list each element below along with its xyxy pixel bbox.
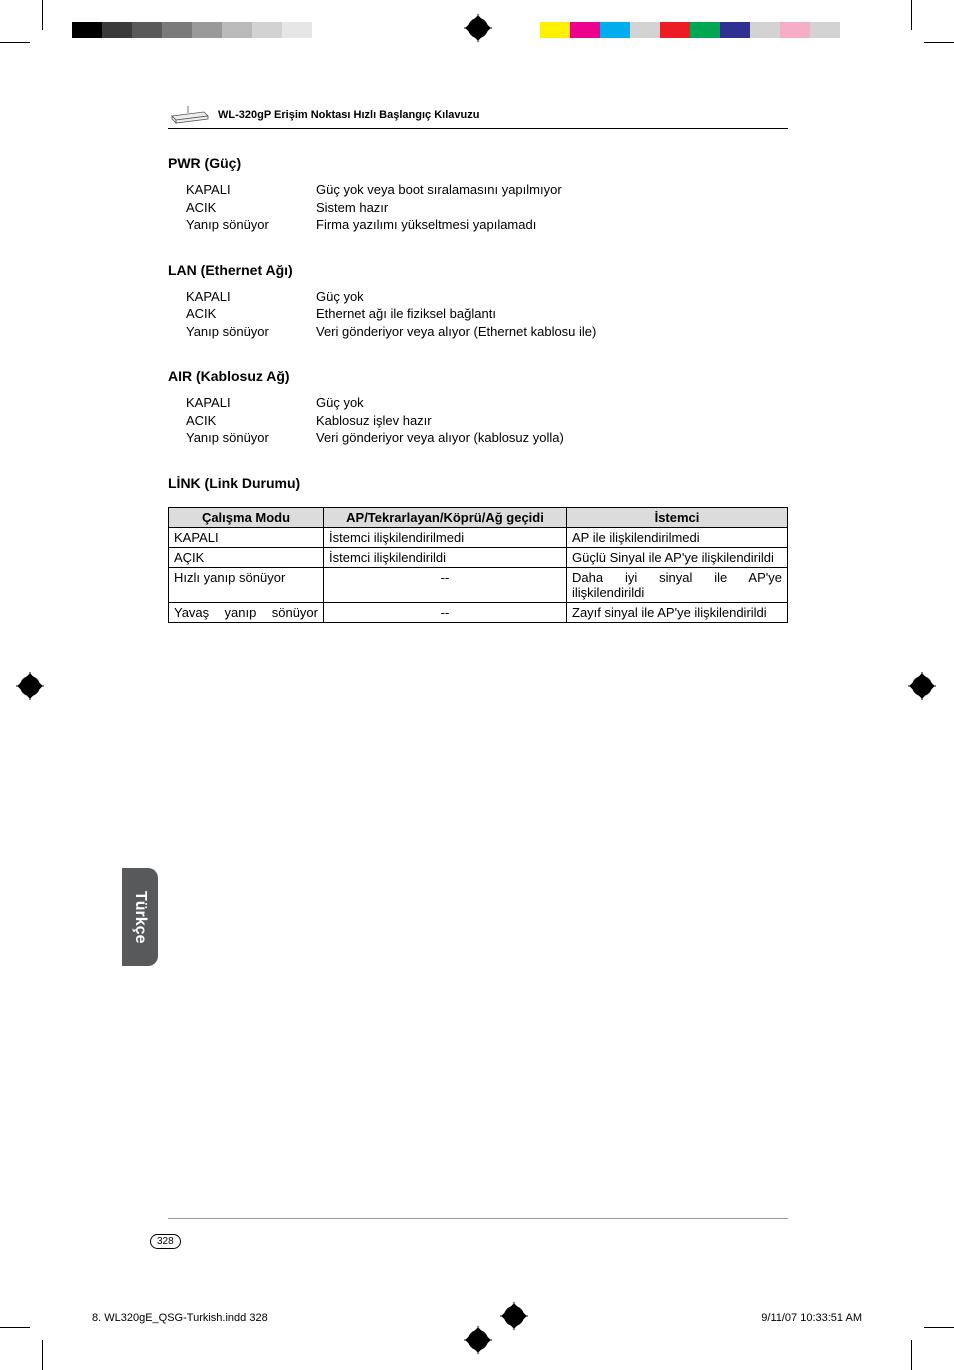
- link-r0c0: KAPALI: [169, 527, 324, 547]
- table-row: Yavaş yanıp sönüyor -- Zayıf sinyal ile …: [169, 602, 788, 622]
- link-table: Çalışma Modu AP/Tekrarlayan/Köprü/Ağ geç…: [168, 507, 788, 623]
- pwr-v1: Sistem hazır: [316, 199, 788, 217]
- air-block: KAPALIGüç yok ACIKKablosuz işlev hazır Y…: [186, 394, 788, 447]
- air-v2: Veri gönderiyor veya alıyor (kablosuz yo…: [316, 429, 788, 447]
- color-swatch: [810, 22, 840, 38]
- table-row: AÇIK İstemci ilişkilendirildi Güçlü Siny…: [169, 547, 788, 567]
- page-number: 328: [150, 1234, 181, 1249]
- table-row: KAPALI İstemci ilişkilendirilmedi AP ile…: [169, 527, 788, 547]
- link-r3c2: Zayıf sinyal ile AP'ye ilişkilendirildi: [567, 602, 788, 622]
- air-k1: ACIK: [186, 412, 316, 430]
- registration-mark-icon: [468, 1330, 488, 1350]
- color-swatch: [132, 22, 162, 38]
- section-title-link: LİNK (Link Durumu): [168, 475, 788, 491]
- color-swatch: [570, 22, 600, 38]
- color-swatch: [282, 22, 312, 38]
- lan-k1: ACIK: [186, 305, 316, 323]
- pwr-v0: Güç yok veya boot sıralamasını yapılmıyo…: [316, 181, 788, 199]
- air-v1: Kablosuz işlev hazır: [316, 412, 788, 430]
- lan-k0: KAPALI: [186, 288, 316, 306]
- link-th0: Çalışma Modu: [169, 507, 324, 527]
- registration-mark-icon: [504, 1306, 524, 1329]
- pwr-v2: Firma yazılımı yükseltmesi yapılamadı: [316, 216, 788, 234]
- color-swatch: [660, 22, 690, 38]
- color-swatch: [102, 22, 132, 38]
- header-rule: [168, 128, 788, 129]
- lan-k2: Yanıp sönüyor: [186, 323, 316, 341]
- section-title-pwr: PWR (Güç): [168, 155, 788, 171]
- registration-mark-icon: [912, 676, 932, 696]
- color-swatch: [72, 22, 102, 38]
- link-r2c1: --: [324, 567, 567, 602]
- air-k0: KAPALI: [186, 394, 316, 412]
- doc-title: WL-320gP Erişim Noktası Hızlı Başlangıç …: [218, 109, 479, 121]
- imprint-time: 9/11/07 10:33:51 AM: [761, 1312, 862, 1324]
- table-row: Hızlı yanıp sönüyor -- Daha iyi sinyal i…: [169, 567, 788, 602]
- footer-rule: [168, 1218, 788, 1219]
- air-v0: Güç yok: [316, 394, 788, 412]
- color-swatch: [192, 22, 222, 38]
- color-swatch: [252, 22, 282, 38]
- section-title-lan: LAN (Ethernet Ağı): [168, 262, 788, 278]
- link-r0c1: İstemci ilişkilendirilmedi: [324, 527, 567, 547]
- lan-v2: Veri gönderiyor veya alıyor (Ethernet ka…: [316, 323, 788, 341]
- color-swatch: [780, 22, 810, 38]
- air-k2: Yanıp sönüyor: [186, 429, 316, 447]
- color-swatch: [690, 22, 720, 38]
- link-r1c0: AÇIK: [169, 547, 324, 567]
- lan-v1: Ethernet ağı ile fiziksel bağlantı: [316, 305, 788, 323]
- color-swatch: [162, 22, 192, 38]
- imprint-file: 8. WL320gE_QSG-Turkish.indd 328: [92, 1312, 268, 1324]
- pwr-block: KAPALIGüç yok veya boot sıralamasını yap…: [186, 181, 788, 234]
- color-swatch: [312, 22, 342, 38]
- section-title-air: AIR (Kablosuz Ağ): [168, 368, 788, 384]
- link-r1c1: İstemci ilişkilendirildi: [324, 547, 567, 567]
- color-swatch: [540, 22, 570, 38]
- color-swatch: [750, 22, 780, 38]
- color-swatch: [600, 22, 630, 38]
- language-tab: Türkçe: [122, 868, 158, 966]
- link-r2c0: Hızlı yanıp sönüyor: [169, 567, 324, 602]
- link-th2: İstemci: [567, 507, 788, 527]
- color-swatch: [630, 22, 660, 38]
- color-swatch: [342, 22, 372, 38]
- pwr-k0: KAPALI: [186, 181, 316, 199]
- link-r2c2: Daha iyi sinyal ile AP'ye ilişkilendiril…: [567, 567, 788, 602]
- link-r3c0: Yavaş yanıp sönüyor: [169, 602, 324, 622]
- pwr-k2: Yanıp sönüyor: [186, 216, 316, 234]
- colorbar-right: [540, 22, 840, 38]
- link-r3c1: --: [324, 602, 567, 622]
- router-icon: [168, 106, 210, 124]
- registration-mark-icon: [20, 676, 40, 696]
- lan-v0: Güç yok: [316, 288, 788, 306]
- pwr-k1: ACIK: [186, 199, 316, 217]
- lan-block: KAPALIGüç yok ACIKEthernet ağı ile fizik…: [186, 288, 788, 341]
- link-r0c2: AP ile ilişkilendirilmedi: [567, 527, 788, 547]
- link-th1: AP/Tekrarlayan/Köprü/Ağ geçidi: [324, 507, 567, 527]
- color-swatch: [222, 22, 252, 38]
- link-r1c2: Güçlü Sinyal ile AP'ye ilişkilendirildi: [567, 547, 788, 567]
- colorbar-left: [72, 22, 372, 38]
- color-swatch: [720, 22, 750, 38]
- registration-mark-icon: [468, 18, 488, 38]
